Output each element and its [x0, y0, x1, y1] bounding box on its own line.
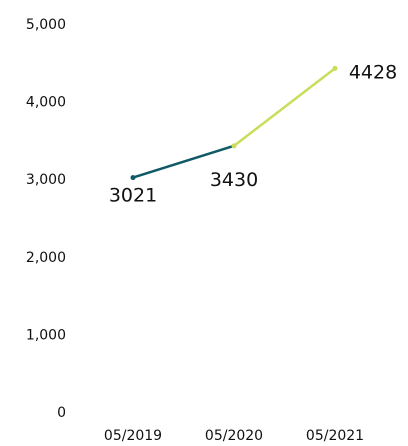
x-tick-label: 05/2020 [205, 428, 263, 444]
x-tick-label: 05/2021 [306, 428, 364, 444]
y-tick-label: 2,000 [26, 250, 66, 266]
data-label: 4428 [349, 61, 397, 83]
line-segment [131, 144, 236, 179]
y-tick-label: 4,000 [26, 95, 66, 111]
y-tick-label: 0 [57, 405, 66, 421]
series-points [130, 65, 338, 181]
line-segment [232, 67, 337, 148]
data-label: 3430 [210, 169, 258, 191]
x-tick-label: 05/2019 [104, 428, 162, 444]
series-line [131, 67, 337, 179]
y-axis-ticks: 0 1,000 2,000 3,000 4,000 5,000 [26, 17, 66, 421]
data-labels: 3021 3430 4428 [109, 61, 397, 206]
y-tick-label: 1,000 [26, 327, 66, 343]
y-tick-label: 3,000 [26, 172, 66, 188]
data-point [231, 143, 237, 149]
y-tick-label: 5,000 [26, 17, 66, 33]
data-point [130, 175, 136, 181]
data-point [332, 65, 338, 71]
data-label: 3021 [109, 185, 157, 207]
x-axis-ticks: 05/2019 05/2020 05/2021 [104, 428, 364, 444]
